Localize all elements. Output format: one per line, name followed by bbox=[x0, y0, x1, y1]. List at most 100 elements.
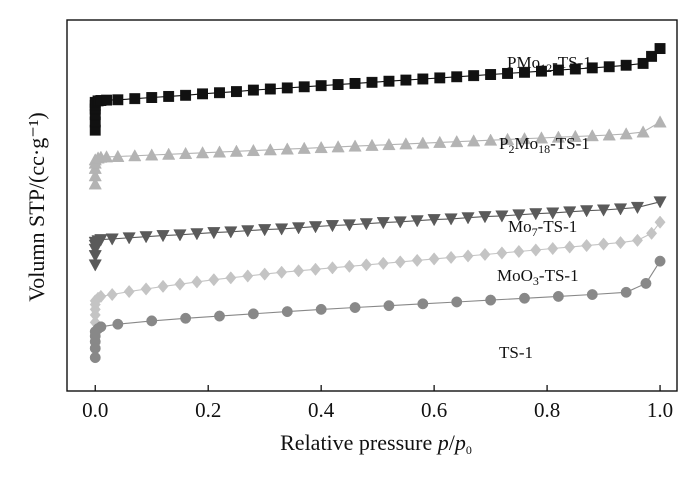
series-3-point-33 bbox=[547, 241, 559, 256]
series-0-point-9 bbox=[112, 94, 124, 106]
series-0-point-28 bbox=[434, 72, 446, 84]
x-axis: 0.0 0.2 0.4 0.6 0.8 1.0 bbox=[82, 385, 673, 422]
series-2-point-6 bbox=[94, 234, 108, 247]
series-1-point-27 bbox=[433, 135, 447, 148]
series-3-point-39 bbox=[646, 226, 658, 240]
series-2-point-12 bbox=[190, 228, 204, 241]
series-2-point-20 bbox=[325, 220, 340, 233]
series-0-point-26 bbox=[400, 74, 412, 86]
series-2-point-27 bbox=[444, 213, 458, 226]
series-3-point-28 bbox=[462, 249, 474, 263]
series-0-point-11 bbox=[146, 92, 158, 103]
series-2-point-22 bbox=[359, 218, 373, 231]
series-0-point-24 bbox=[366, 76, 378, 88]
series-1-point-8 bbox=[111, 149, 125, 162]
series-0-point-30 bbox=[468, 70, 480, 82]
series-3 bbox=[89, 215, 666, 329]
series-4-point-19 bbox=[519, 292, 530, 304]
series-4-point-20 bbox=[552, 290, 564, 302]
series-1-point-36 bbox=[585, 129, 599, 142]
series-1-point-25 bbox=[399, 137, 413, 150]
x-tick-label-3: 0.6 bbox=[421, 398, 447, 422]
series-2-point-36 bbox=[596, 204, 611, 217]
series-1-point-29 bbox=[467, 134, 481, 147]
series-1-point-1 bbox=[88, 169, 102, 182]
series-1-point-17 bbox=[263, 143, 277, 156]
series-4-point-6 bbox=[95, 321, 107, 333]
series-0-point-35 bbox=[552, 64, 564, 76]
series-4-point-12 bbox=[281, 306, 293, 318]
series-2-point-15 bbox=[241, 225, 255, 238]
x-tick-label-2: 0.4 bbox=[308, 398, 335, 422]
series-3-point-25 bbox=[411, 253, 423, 267]
series-1-point-39 bbox=[636, 125, 650, 138]
series-2-point-18 bbox=[291, 222, 306, 235]
series-layer bbox=[88, 43, 667, 364]
series-3-point-24 bbox=[394, 255, 406, 269]
series-0-point-17 bbox=[247, 84, 259, 96]
series-1-point-13 bbox=[195, 146, 210, 159]
series-4-point-21 bbox=[586, 289, 598, 300]
series-0-point-13 bbox=[180, 89, 192, 101]
series-2-point-35 bbox=[580, 205, 594, 218]
series-1-point-28 bbox=[450, 134, 464, 148]
series-3-point-7 bbox=[106, 287, 118, 302]
series-3-point-13 bbox=[208, 273, 220, 287]
series-3-point-20 bbox=[326, 261, 338, 275]
series-0-point-8 bbox=[101, 94, 112, 106]
series-3-point-38 bbox=[631, 233, 643, 247]
series-4-point-15 bbox=[383, 300, 395, 312]
series-4-point-8 bbox=[146, 315, 158, 327]
series-label-2: Mo7-TS-1 bbox=[508, 217, 577, 239]
series-0-point-14 bbox=[197, 88, 209, 100]
series-4-point-10 bbox=[214, 310, 225, 322]
series-1 bbox=[88, 115, 667, 190]
series-2-point-26 bbox=[427, 214, 441, 227]
series-0-point-18 bbox=[264, 83, 276, 95]
series-3-point-29 bbox=[479, 247, 491, 262]
series-1-point-24 bbox=[382, 137, 396, 151]
series-0-point-22 bbox=[332, 79, 344, 91]
series-2-point-30 bbox=[495, 210, 509, 223]
series-2-point-24 bbox=[393, 216, 407, 229]
series-2-point-21 bbox=[342, 219, 357, 232]
series-2-point-29 bbox=[478, 211, 492, 224]
series-2-point-16 bbox=[258, 224, 272, 237]
series-3-point-11 bbox=[174, 277, 186, 291]
series-3-point-36 bbox=[598, 237, 610, 251]
series-2-point-10 bbox=[156, 230, 170, 243]
series-0-point-10 bbox=[129, 93, 141, 105]
series-3-point-32 bbox=[530, 243, 542, 257]
series-1-point-16 bbox=[246, 143, 261, 157]
series-1-point-35 bbox=[568, 129, 582, 142]
series-4-point-23 bbox=[640, 277, 652, 289]
series-0-point-21 bbox=[315, 80, 327, 92]
x-tick-label-1: 0.2 bbox=[195, 398, 221, 422]
series-labels: PMo12-TS-1 P2Mo18-TS-1 Mo7-TS-1 MoO3-TS-1 TS… bbox=[497, 53, 592, 362]
series-3-point-19 bbox=[309, 262, 322, 276]
series-1-point-33 bbox=[534, 131, 549, 144]
x-tick-label-4: 0.8 bbox=[534, 398, 560, 422]
series-1-point-11 bbox=[162, 147, 176, 160]
series-1-point-30 bbox=[483, 133, 498, 146]
series-3-point-30 bbox=[496, 246, 508, 260]
series-3-point-9 bbox=[140, 282, 152, 296]
x-tick-label-0: 0.0 bbox=[82, 398, 108, 422]
series-3-point-12 bbox=[191, 275, 203, 289]
series-0-point-34 bbox=[535, 65, 547, 77]
series-3-point-6 bbox=[95, 289, 107, 303]
series-1-point-9 bbox=[128, 149, 142, 162]
series-3-point-21 bbox=[343, 259, 355, 273]
series-3-point-40 bbox=[654, 215, 666, 229]
series-0 bbox=[89, 43, 666, 136]
series-3-point-15 bbox=[242, 269, 254, 283]
series-1-point-31 bbox=[500, 132, 515, 145]
series-0-point-25 bbox=[383, 75, 395, 87]
series-label-1: P2Mo18-TS-1 bbox=[499, 134, 590, 156]
series-0-point-36 bbox=[569, 63, 581, 75]
series-2-point-7 bbox=[105, 233, 119, 246]
series-1-point-19 bbox=[297, 141, 311, 154]
x-axis-title: Relative pressure p/p0 bbox=[280, 430, 472, 457]
series-3-point-16 bbox=[259, 267, 271, 281]
series-0-point-42 bbox=[654, 43, 666, 55]
